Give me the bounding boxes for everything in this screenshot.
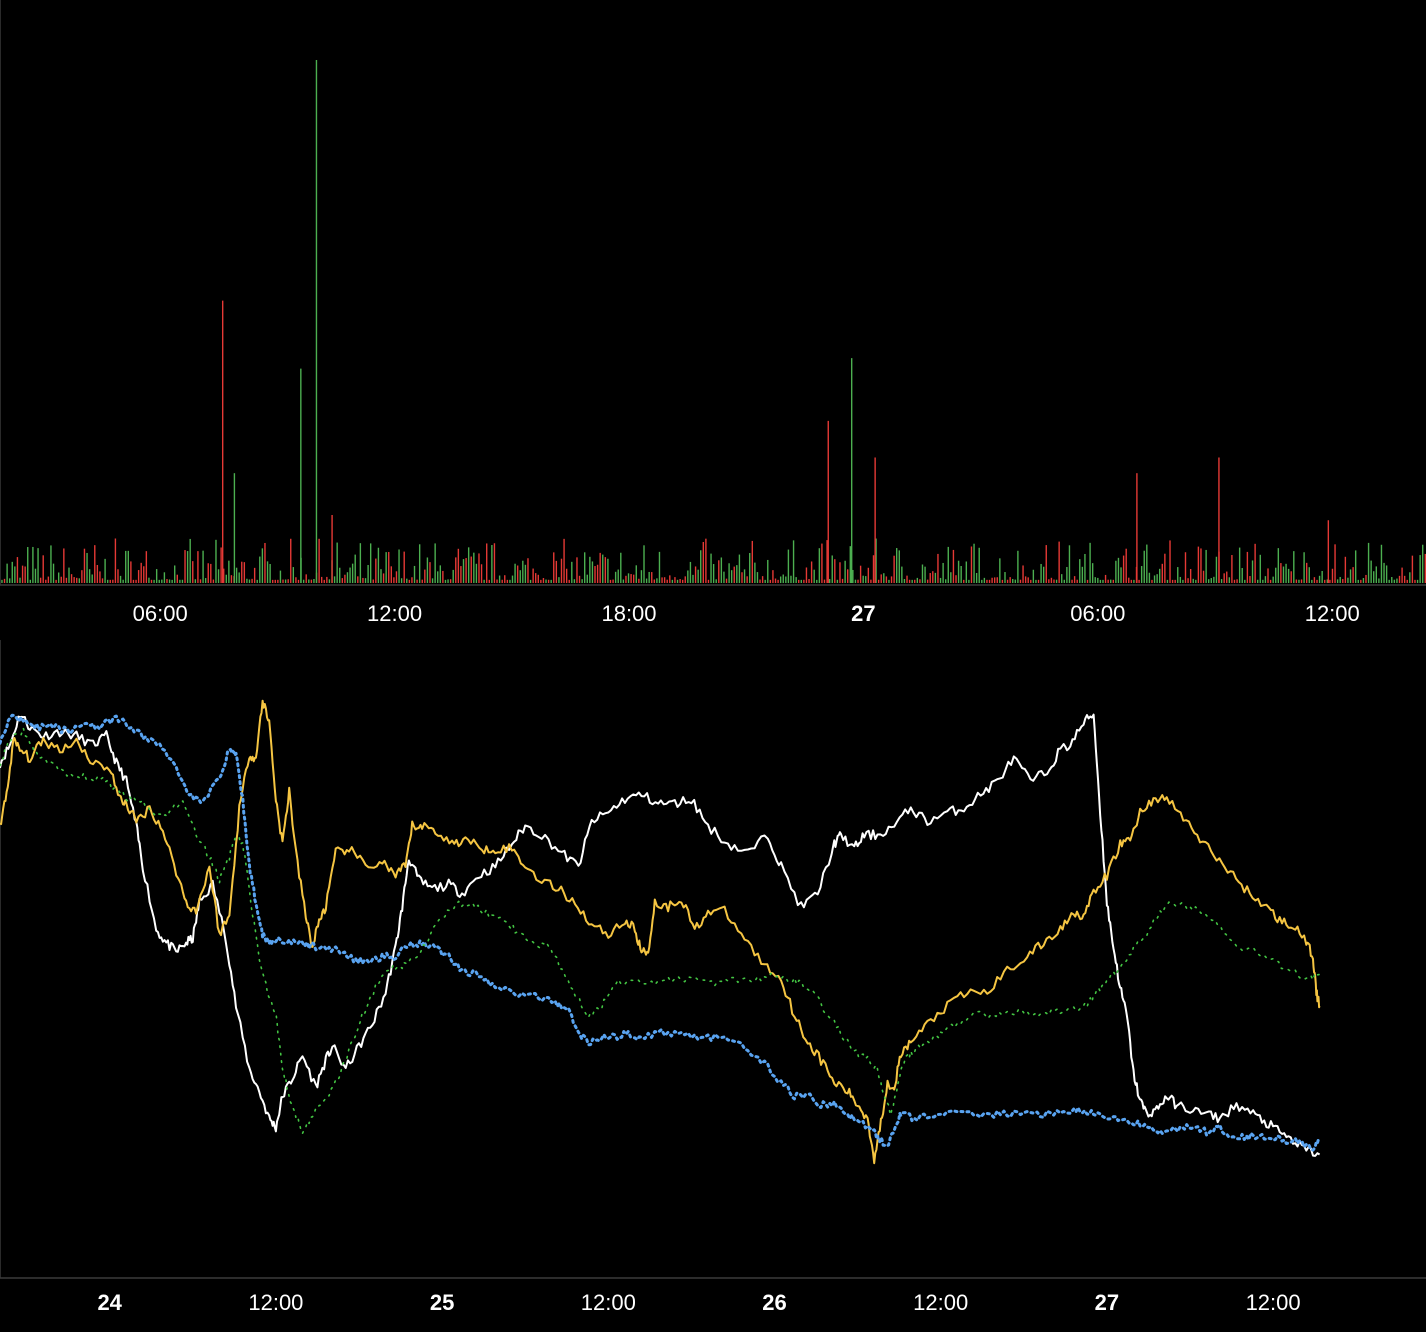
volume-chart-svg: 06:00 12:00 18:00 27 06:00 12:00 [0, 0, 1426, 626]
price-x-tick-label: 12:00 [248, 1290, 303, 1315]
volume-x-ticks: 06:00 12:00 18:00 27 06:00 12:00 [133, 601, 1360, 626]
volume-x-tick-label: 12:00 [367, 601, 422, 626]
volume-chart: 06:00 12:00 18:00 27 06:00 12:00 [0, 0, 1426, 640]
series-line-4 [0, 727, 1321, 1135]
series-line-1 [0, 713, 1321, 1157]
volume-bars [1, 60, 1426, 583]
price-chart: 24 12:00 25 12:00 26 12:00 27 12:00 [0, 640, 1426, 1332]
price-x-tick-label: 12:00 [913, 1290, 968, 1315]
volume-x-tick-label: 27 [851, 601, 875, 626]
series-line-2 [0, 699, 1321, 1165]
price-x-ticks: 24 12:00 25 12:00 26 12:00 27 12:00 [97, 1290, 1300, 1315]
price-x-tick-label: 26 [762, 1290, 786, 1315]
price-x-tick-label: 24 [97, 1290, 122, 1315]
price-x-tick-label: 27 [1095, 1290, 1119, 1315]
series-line-3 [0, 713, 1322, 1152]
volume-x-tick-label: 12:00 [1305, 601, 1360, 626]
volume-x-tick-label: 18:00 [601, 601, 656, 626]
volume-x-tick-label: 06:00 [1070, 601, 1125, 626]
price-chart-svg: 24 12:00 25 12:00 26 12:00 27 12:00 [0, 640, 1426, 1315]
price-x-tick-label: 12:00 [581, 1290, 636, 1315]
price-series [0, 699, 1322, 1165]
price-x-tick-label: 25 [430, 1290, 454, 1315]
volume-x-tick-label: 06:00 [133, 601, 188, 626]
price-x-tick-label: 12:00 [1246, 1290, 1301, 1315]
